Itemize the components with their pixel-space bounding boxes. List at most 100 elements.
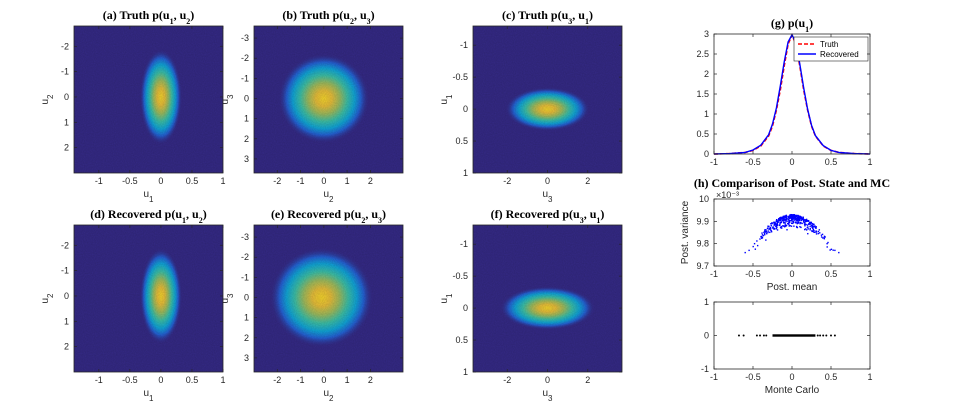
title-part: 2	[199, 216, 203, 225]
scatter-point	[815, 230, 817, 232]
scatter-point	[780, 227, 782, 229]
scatter-point	[826, 246, 828, 248]
scatter-point	[803, 228, 806, 231]
scatter-point	[779, 219, 782, 222]
y-tick-label: 1	[244, 313, 249, 323]
scatter-point	[784, 221, 787, 223]
title-part: 2	[329, 195, 334, 204]
x-tick-label: 0	[789, 372, 794, 382]
x-tick-label: -0.5	[122, 375, 138, 385]
scatter-point	[803, 220, 805, 223]
y-tick-label: -1	[241, 73, 249, 83]
scatter-point	[814, 231, 816, 233]
scatter-point	[812, 223, 814, 225]
scatter-point	[773, 228, 776, 230]
scatter-point	[780, 217, 782, 219]
title-part: (c) Truth p(u	[502, 8, 569, 22]
scatter-point	[786, 222, 789, 225]
scatter-point	[811, 226, 813, 228]
scatter-point	[795, 219, 797, 222]
scatter-point	[823, 238, 826, 240]
y-tick-label: -1	[241, 272, 249, 282]
title-part: u	[220, 99, 231, 105]
scatter-point	[779, 223, 781, 225]
scatter-point	[799, 225, 801, 228]
title-part: (f) Recovered p(u	[491, 207, 580, 221]
y-tick-label: -2	[61, 240, 69, 250]
scatter-point	[790, 219, 792, 222]
scatter-point	[808, 222, 811, 224]
x-tick-label: -2	[273, 375, 281, 385]
title-part: , u	[572, 8, 585, 22]
scatter-point	[793, 219, 796, 221]
scatter-point	[811, 230, 813, 232]
scatter-point	[772, 227, 774, 229]
scatter-point	[812, 223, 815, 226]
scatter-point	[792, 221, 795, 223]
scatter-point	[786, 218, 788, 221]
scatter-point	[804, 223, 806, 225]
y-tick-label: 3	[704, 29, 709, 39]
x-tick-label: 1	[867, 372, 872, 382]
title-part: u	[143, 388, 149, 399]
y-tick-label: -2	[241, 252, 249, 262]
scatter-point	[765, 334, 768, 337]
scatter-point	[806, 224, 809, 226]
scatter-point	[765, 239, 767, 241]
x-axis-label: Monte Carlo	[765, 385, 820, 396]
x-tick-label: 1	[345, 176, 350, 186]
title-part: u	[143, 189, 149, 200]
x-axis-label: u2	[323, 189, 334, 204]
scatter-point	[762, 234, 765, 237]
y-tick-label: 3	[244, 353, 249, 363]
y-tick-label: 0	[704, 149, 709, 159]
scatter-point	[834, 249, 836, 252]
scatter-point	[796, 226, 798, 228]
scatter-point	[823, 235, 826, 238]
x-tick-label: 0.5	[825, 157, 838, 167]
scatter-point	[769, 227, 772, 230]
title-part: 3	[568, 17, 572, 26]
scatter-point	[793, 225, 795, 227]
title-part: 1	[149, 394, 154, 403]
x-tick-label: -0.5	[745, 269, 761, 279]
scatter-point	[798, 218, 800, 220]
scatter-point	[802, 218, 804, 220]
scatter-point	[783, 218, 785, 220]
panel-title: (b) Truth p(u2, u3)	[282, 8, 374, 26]
x-tick-label: 0	[545, 176, 550, 186]
panel-title: (g) p(u1)	[771, 16, 813, 34]
scatter-point	[773, 223, 776, 226]
title-part: u	[323, 388, 329, 399]
scatter-point	[770, 230, 773, 232]
scatter-point	[769, 227, 771, 230]
y-axis-label: u2	[40, 293, 55, 304]
y-tick-label: -3	[241, 232, 249, 242]
scatter-point	[776, 222, 779, 224]
plot-background	[714, 199, 870, 266]
scatter-point	[805, 223, 807, 226]
x-axis-label: u3	[542, 189, 553, 204]
y-tick-label: 0	[704, 331, 709, 341]
title-part: u	[542, 189, 548, 200]
y-tick-label: 0	[244, 292, 249, 302]
title-part: 2	[46, 94, 55, 99]
axes-frame	[253, 25, 404, 174]
heatmap-noise	[74, 225, 223, 372]
scatter-point	[769, 226, 772, 229]
scatter-point	[797, 221, 800, 223]
title-part: )	[371, 8, 375, 22]
y-tick-label: -3	[241, 33, 249, 43]
scatter-point	[804, 228, 807, 230]
x-tick-label: -1	[297, 375, 305, 385]
scatter-point	[764, 234, 766, 236]
scatter-point	[829, 249, 831, 251]
title-part: )	[203, 207, 207, 221]
scatter-point	[793, 217, 796, 219]
panel-title: (f) Recovered p(u3, u1)	[491, 207, 605, 225]
scatter-point	[777, 218, 780, 220]
scatter-point	[782, 219, 784, 222]
x-tick-label: 0	[158, 176, 163, 186]
scatter-point	[788, 219, 791, 222]
